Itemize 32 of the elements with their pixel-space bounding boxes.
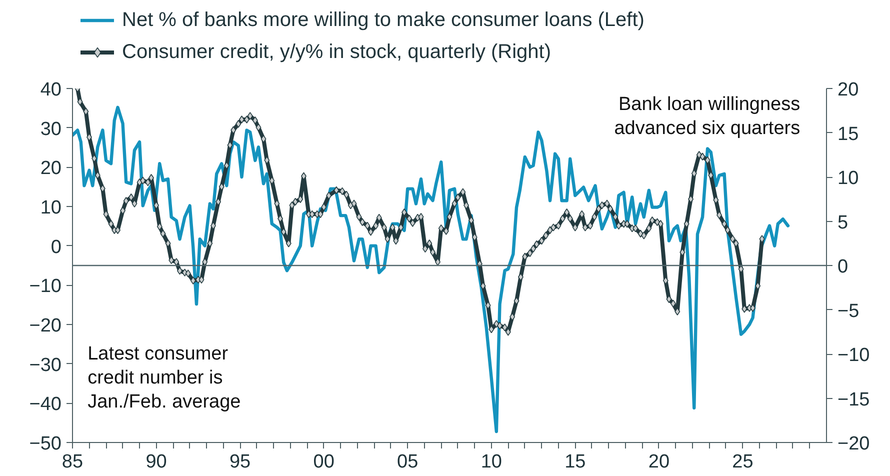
y-tick-label: 10 (40, 198, 62, 218)
x-tick-label: 85 (62, 452, 84, 472)
y2-tick-label: 15 (838, 124, 859, 145)
y2-tick-label: 0 (838, 256, 848, 278)
x-tick-label: 00 (313, 452, 334, 472)
y-tick-label: −20 (29, 316, 62, 336)
y2-tick-label: −15 (838, 389, 870, 410)
annotation: Bank loan willingness advanced six quarters (614, 94, 800, 139)
legend-label: Consumer credit, y/y% in stock, quarterly (Right) (122, 40, 552, 64)
y2-tick-label: −10 (838, 345, 870, 366)
x-tick-label: 95 (229, 452, 251, 472)
annotation: Latest consumer credit number is Jan./Feb. average (88, 343, 241, 413)
y-tick-label: −10 (29, 276, 62, 298)
y2-tick-label: 20 (838, 80, 859, 100)
y2-tick-label: 5 (838, 212, 848, 234)
x-tick-label: 05 (397, 452, 418, 472)
x-tick-label: 15 (564, 452, 586, 472)
x-tick-label: 25 (732, 452, 754, 472)
x-tick-label: 90 (146, 452, 167, 472)
y-tick-label: 0 (50, 236, 62, 258)
y-tick-label: −40 (29, 394, 62, 416)
legend-label: Net % of banks more willing to make consumer loans (Left) (122, 8, 644, 32)
y2-tick-label: −20 (838, 434, 870, 454)
y-tick-label: 40 (40, 80, 62, 100)
y-tick-label: 20 (40, 158, 62, 180)
y-tick-label: 30 (40, 118, 62, 140)
y-tick-label: −30 (29, 354, 62, 376)
x-tick-label: 10 (480, 452, 502, 472)
x-tick-label: 20 (648, 452, 670, 472)
y-tick-label: −50 (29, 434, 62, 454)
y2-tick-label: −5 (838, 300, 860, 322)
y2-tick-label: 10 (838, 168, 859, 189)
